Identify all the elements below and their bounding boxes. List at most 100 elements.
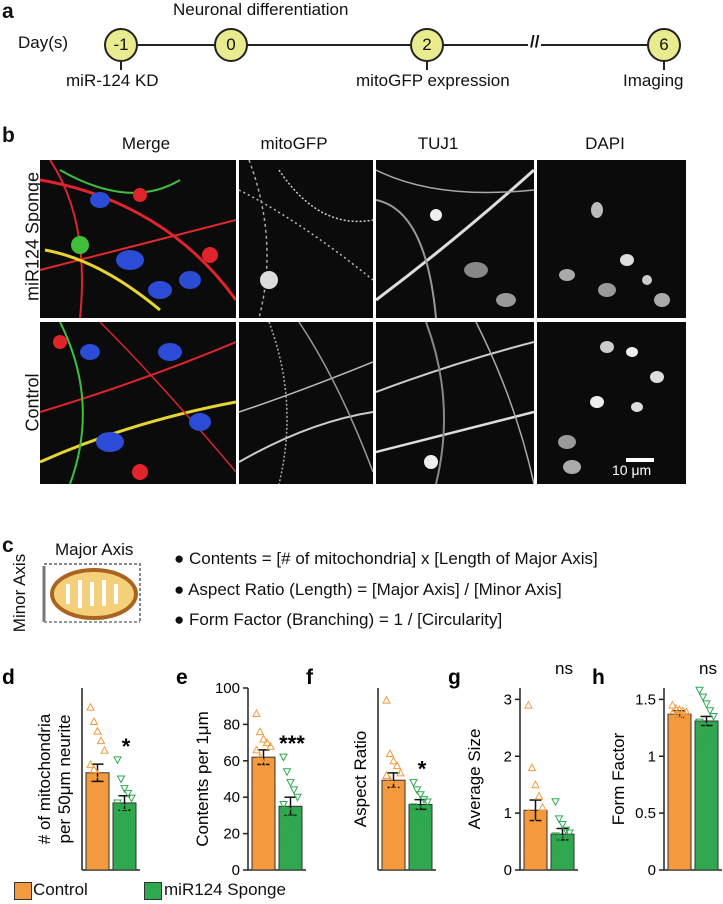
data-point (259, 759, 268, 768)
image-sponge-merge (40, 160, 236, 318)
image-sponge-mitogfp (239, 160, 373, 318)
y-tick-label: 0 (232, 862, 240, 879)
data-point (668, 714, 677, 723)
data-point (709, 736, 718, 745)
y-tick-label: 0 (504, 862, 512, 879)
data-point (86, 803, 95, 812)
data-point (93, 769, 102, 778)
y-tick-label: 0 (648, 862, 656, 879)
data-point (396, 768, 405, 777)
y-tick-label: 80 (223, 716, 240, 733)
image-control-tuj1 (376, 322, 534, 484)
column-header-dapi: DAPI (585, 134, 625, 153)
panel-e-letter: e (176, 666, 188, 689)
significance-label: * (122, 734, 131, 759)
tuj1-micrograph (376, 168, 534, 318)
data-point (96, 784, 106, 793)
data-point (382, 797, 391, 806)
charts-svg: d# of mitochondria per 50μm neurite *e0204… (2, 659, 722, 879)
bar-charts: d # of mitochondria per 50μm neurite * e 0 20 4… (0, 650, 723, 880)
data-point (120, 785, 129, 794)
merge-micrograph (40, 322, 236, 484)
differentiation-title: Neuronal differentiation (173, 0, 349, 19)
tick-day-minus1 (120, 60, 122, 70)
y-axis-label: Average Size (465, 729, 484, 830)
data-point (93, 726, 102, 735)
data-point (527, 848, 537, 857)
bar-control (667, 713, 692, 871)
y-tick-label: 40 (223, 789, 240, 806)
data-point (668, 700, 677, 709)
data-point (282, 768, 292, 777)
data-point (538, 837, 547, 846)
data-point (551, 798, 560, 807)
image-control-dapi (537, 322, 686, 484)
data-point (279, 753, 288, 762)
scale-bar-label: 10 μm (612, 462, 652, 478)
tuj1-micrograph (376, 322, 534, 484)
data-point (524, 842, 533, 851)
y-tick-label: 1 (648, 748, 656, 765)
data-point (695, 718, 704, 727)
legend-control-label: Control (33, 880, 88, 899)
data-point (89, 764, 99, 773)
data-point (266, 741, 275, 750)
panel-d-letter: d (2, 666, 15, 689)
data-point (266, 774, 275, 783)
data-point (293, 793, 302, 802)
data-point (100, 793, 109, 802)
data-point (252, 781, 261, 790)
data-point (289, 786, 299, 795)
y-tick-label: 3 (504, 691, 512, 708)
data-point (279, 800, 288, 810)
data-point (293, 830, 302, 839)
data-point (116, 775, 126, 784)
bar-control (251, 756, 276, 871)
timepoint-day-6: 6 (647, 28, 681, 62)
data-point (89, 807, 99, 817)
data-point (96, 736, 106, 745)
y-tick-label: 60 (223, 753, 240, 770)
data-point (86, 702, 95, 711)
bar-sponge (408, 803, 433, 871)
image-sponge-tuj1 (376, 160, 534, 318)
image-control-mitogfp (239, 322, 373, 484)
data-point (286, 779, 295, 788)
mitogfp-micrograph (239, 322, 373, 484)
y-tick-label: 0.5 (635, 805, 656, 822)
data-point (123, 813, 133, 822)
significance-label: ns (699, 659, 717, 678)
y-tick-label: 1 (504, 805, 512, 822)
data-point (385, 775, 395, 784)
data-point (554, 815, 564, 824)
day-label: Day(s) (18, 33, 69, 52)
data-point (419, 796, 429, 805)
data-point (289, 822, 299, 831)
data-point (409, 827, 418, 836)
data-point (702, 700, 711, 709)
y-tick-label: 1.5 (635, 691, 656, 708)
legend-sponge-swatch (144, 882, 162, 900)
data-point (255, 752, 265, 761)
bullet-aspect-ratio-text: Aspect Ratio (Length) = [Major Axis] / [… (188, 580, 562, 599)
data-point (565, 829, 574, 838)
significance-label: ns (555, 659, 573, 678)
data-point (252, 745, 261, 754)
scale-bar (626, 458, 654, 462)
data-point (286, 815, 295, 824)
data-point (551, 849, 560, 858)
data-point (698, 693, 708, 702)
data-point (416, 810, 425, 819)
bullet-contents-text: Contents = [# of mitochondria] x [Length… (189, 549, 598, 568)
data-point (412, 805, 422, 814)
data-point (282, 808, 292, 817)
data-point (255, 789, 265, 798)
data-point (419, 815, 429, 824)
data-point (262, 738, 272, 747)
image-sponge-dapi (537, 160, 686, 318)
data-point (698, 723, 708, 732)
panel-g-letter: g (448, 666, 461, 689)
data-point (675, 710, 684, 719)
data-point (385, 748, 395, 758)
minor-axis-label: Minor Axis (10, 553, 29, 633)
